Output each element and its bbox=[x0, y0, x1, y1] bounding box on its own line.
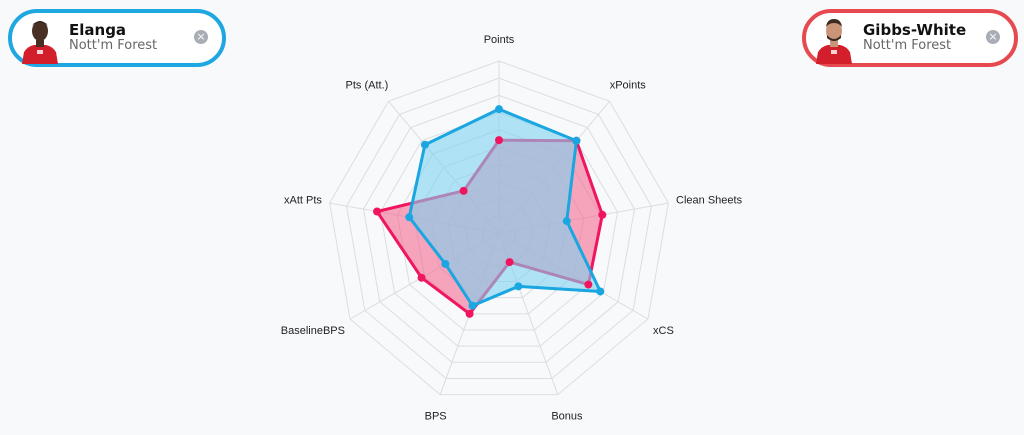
axis-label: BPS bbox=[425, 410, 447, 422]
player-card-elanga[interactable]: Elanga Nott'm Forest × bbox=[8, 9, 226, 67]
data-point-elanga[interactable] bbox=[441, 259, 450, 268]
data-point-gibbs-white[interactable] bbox=[373, 207, 382, 216]
grid-ring bbox=[379, 112, 619, 347]
data-point-elanga[interactable] bbox=[572, 136, 581, 145]
axis-label: Clean Sheets bbox=[676, 194, 743, 206]
player-name: Gibbs-White bbox=[863, 20, 967, 39]
data-point-gibbs-white[interactable] bbox=[505, 258, 514, 267]
data-point-elanga[interactable] bbox=[420, 140, 429, 149]
data-point-gibbs-white[interactable] bbox=[465, 309, 474, 318]
player-name: Elanga bbox=[69, 20, 127, 39]
data-point-elanga[interactable] bbox=[495, 105, 503, 114]
remove-player-icon[interactable]: × bbox=[194, 30, 208, 44]
player-team: Nott'm Forest bbox=[863, 38, 952, 54]
grid-ring bbox=[329, 60, 669, 396]
data-point-gibbs-white[interactable] bbox=[459, 186, 468, 195]
grid-ring bbox=[346, 77, 652, 379]
data-point-gibbs-white[interactable] bbox=[598, 210, 607, 219]
player-photo-icon bbox=[20, 16, 60, 64]
player-card-gibbs-white[interactable]: Gibbs-White Nott'm Forest × bbox=[802, 9, 1018, 67]
data-point-gibbs-white[interactable] bbox=[495, 136, 503, 145]
axis-label: Pts (Att.) bbox=[346, 79, 389, 91]
axis-label: BaselineBPS bbox=[281, 325, 345, 337]
data-point-elanga[interactable] bbox=[468, 301, 477, 310]
data-point-elanga[interactable] bbox=[514, 282, 523, 291]
grid-ring bbox=[362, 94, 636, 363]
player-photo-icon bbox=[814, 16, 854, 64]
axis-label: xAtt Pts bbox=[284, 194, 322, 206]
data-point-gibbs-white[interactable] bbox=[417, 273, 426, 282]
series-area-elanga bbox=[407, 107, 602, 308]
remove-player-icon[interactable]: × bbox=[986, 30, 1000, 44]
data-point-elanga[interactable] bbox=[405, 213, 414, 222]
data-point-gibbs-white[interactable] bbox=[584, 280, 593, 289]
axis-label: Bonus bbox=[551, 410, 583, 422]
player-team: Nott'm Forest bbox=[69, 38, 158, 54]
axis-label: xCS bbox=[653, 325, 674, 337]
axis-label: xPoints bbox=[610, 79, 647, 91]
data-point-elanga[interactable] bbox=[562, 217, 571, 226]
axis-label: Points bbox=[484, 34, 515, 46]
data-point-elanga[interactable] bbox=[596, 287, 605, 296]
